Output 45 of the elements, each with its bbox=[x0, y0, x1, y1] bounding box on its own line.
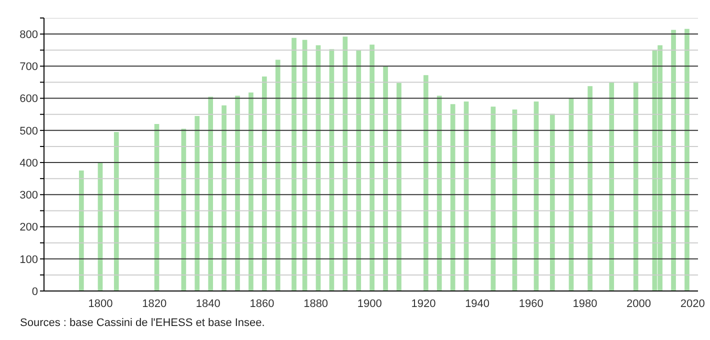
bar bbox=[292, 38, 296, 291]
bar bbox=[383, 66, 388, 291]
bar bbox=[208, 96, 214, 291]
bar bbox=[114, 132, 119, 291]
y-tick-label: 500 bbox=[20, 125, 38, 138]
bar bbox=[671, 30, 676, 291]
x-tick-label: 1940 bbox=[465, 298, 490, 310]
bar bbox=[222, 105, 226, 291]
y-tick-label: 400 bbox=[20, 157, 38, 170]
x-tick-label: 1900 bbox=[357, 298, 382, 310]
bar bbox=[436, 96, 442, 291]
y-tick-label: 100 bbox=[20, 254, 38, 266]
y-tick-label: 300 bbox=[20, 190, 38, 202]
bar bbox=[423, 75, 428, 291]
x-tick-label: 1960 bbox=[518, 298, 544, 310]
x-tick-label: 1860 bbox=[250, 298, 274, 310]
bar bbox=[684, 28, 690, 291]
bar bbox=[370, 44, 374, 291]
x-tick-label: 1840 bbox=[196, 298, 220, 310]
x-tick-label: 1820 bbox=[142, 298, 167, 310]
x-tick-label: 1880 bbox=[304, 298, 328, 310]
bar bbox=[550, 114, 555, 291]
bar bbox=[342, 36, 348, 291]
y-tick-label: 600 bbox=[20, 93, 38, 106]
bar bbox=[588, 86, 592, 291]
bar bbox=[248, 92, 254, 291]
bar bbox=[194, 116, 200, 291]
x-tick-label: 2020 bbox=[680, 298, 705, 310]
y-tick-label: 0 bbox=[32, 286, 38, 298]
x-tick-label: 1980 bbox=[572, 298, 598, 310]
y-tick-label: 200 bbox=[20, 222, 38, 234]
x-tick-label: 1920 bbox=[411, 298, 436, 310]
bar bbox=[356, 50, 362, 291]
y-tick-label: 700 bbox=[20, 61, 38, 74]
bar bbox=[609, 82, 614, 291]
x-tick-label: 1800 bbox=[88, 298, 113, 310]
bar bbox=[78, 170, 84, 291]
x-tick-label: 2000 bbox=[626, 298, 652, 310]
bar bbox=[396, 82, 402, 291]
bar bbox=[235, 96, 240, 291]
bar bbox=[275, 60, 280, 291]
bar bbox=[633, 82, 638, 291]
y-tick-label: 800 bbox=[20, 28, 38, 41]
bar bbox=[262, 76, 267, 291]
source-note: Sources : base Cassini de l'EHESS et base Insee. bbox=[20, 317, 266, 329]
